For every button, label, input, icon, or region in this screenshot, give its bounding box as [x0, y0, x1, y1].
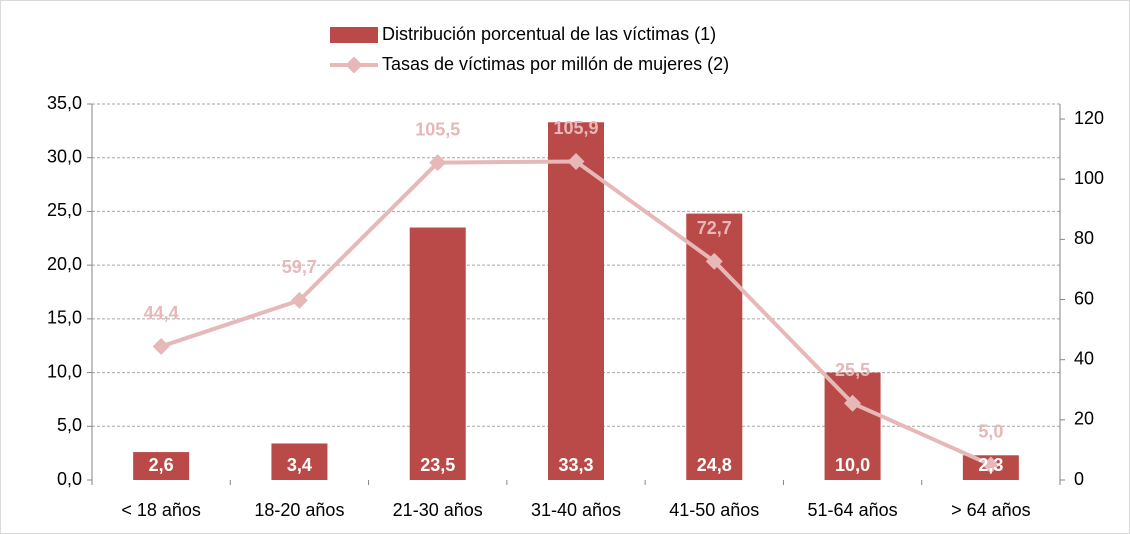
- y-tick-label: 15,0: [47, 308, 82, 328]
- x-tick-label: 21-30 años: [393, 500, 483, 520]
- x-tick-label: 18-20 años: [254, 500, 344, 520]
- x-tick-label: > 64 años: [951, 500, 1031, 520]
- bar-label: 2,6: [149, 455, 174, 475]
- y-tick-label: 5,0: [57, 415, 82, 435]
- legend-label: Tasas de víctimas por millón de mujeres …: [382, 54, 729, 74]
- bar-label: 10,0: [835, 455, 870, 475]
- point-label: 44,4: [144, 303, 179, 323]
- y-tick-label: 30,0: [47, 146, 82, 166]
- y-tick-label: 10,0: [47, 361, 82, 381]
- bar-label: 24,8: [697, 455, 732, 475]
- y-tick-label: 20,0: [47, 254, 82, 274]
- y-tick-label: 25,0: [47, 200, 82, 220]
- point-label: 105,5: [415, 119, 460, 139]
- marker: [982, 456, 1000, 474]
- point-label: 59,7: [282, 257, 317, 277]
- bar: [548, 122, 604, 481]
- marker: [152, 337, 170, 355]
- y2-tick-label: 40: [1074, 348, 1094, 368]
- bar-label: 33,3: [558, 455, 593, 475]
- marker: [705, 252, 723, 270]
- marker: [290, 291, 308, 309]
- bar: [271, 443, 328, 480]
- y2-tick-label: 0: [1074, 469, 1084, 489]
- y2-tick-label: 60: [1074, 288, 1094, 308]
- y2-tick-label: 100: [1074, 168, 1104, 188]
- legend-label: Distribución porcentual de las víctimas …: [382, 24, 716, 44]
- y2-tick-label: 80: [1074, 228, 1094, 248]
- bar: [824, 372, 881, 480]
- bar: [409, 227, 466, 480]
- x-tick-label: 31-40 años: [531, 500, 621, 520]
- point-label: 5,0: [978, 422, 1003, 442]
- legend-swatch: [330, 27, 378, 43]
- x-tick-label: < 18 años: [121, 500, 201, 520]
- marker: [844, 394, 862, 412]
- point-label: 25,5: [835, 360, 870, 380]
- y-tick-label: 35,0: [47, 93, 82, 113]
- y-tick-label: 0,0: [57, 469, 82, 489]
- marker: [567, 152, 585, 170]
- bar: [133, 452, 190, 480]
- y2-tick-label: 20: [1074, 409, 1094, 429]
- y2-tick-label: 120: [1074, 108, 1104, 128]
- bar-label: 2,3: [978, 455, 1003, 475]
- point-label: 105,9: [553, 118, 598, 138]
- point-label: 72,7: [697, 218, 732, 238]
- x-tick-label: 41-50 años: [669, 500, 759, 520]
- bar-label: 3,4: [287, 455, 312, 475]
- marker: [429, 154, 447, 172]
- x-tick-label: 51-64 años: [808, 500, 898, 520]
- bar-label: 23,5: [420, 455, 455, 475]
